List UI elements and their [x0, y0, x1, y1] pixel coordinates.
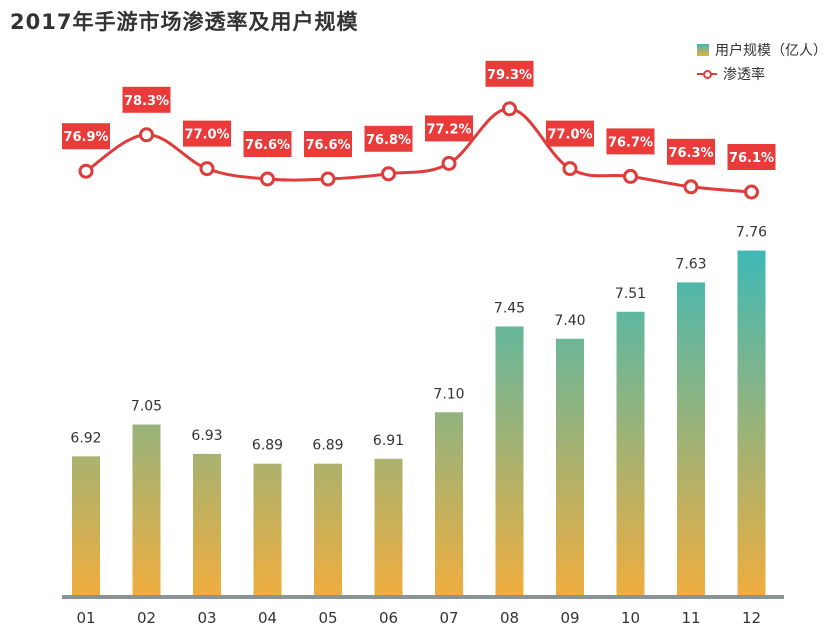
rate-point-03 [199, 161, 215, 177]
bar-value-label-01: 6.92 [70, 430, 101, 446]
rate-label-box [727, 144, 776, 170]
rate-label-text: 79.3% [487, 68, 532, 83]
rate-label-box [606, 128, 655, 155]
bar-value-labels-group: 6.92 7.05 6.93 6.89 6.89 6.91 7.10 7.45 7.40 7.51… [70, 225, 767, 454]
x-tick-label-03: 03 [197, 609, 216, 627]
bar-value-label-07: 7.10 [433, 386, 464, 402]
x-tick-label-05: 05 [318, 609, 337, 627]
legend-label-users: 用户规模（亿人） [715, 43, 827, 59]
x-tick-label-02: 02 [137, 609, 156, 627]
x-axis-group: 01 02 03 04 05 06 07 08 09 10 11 12 [62, 595, 784, 627]
rate-label-text: 76.9% [63, 130, 108, 145]
rate-label-text: 76.3% [668, 146, 713, 161]
bar-value-label-04: 6.89 [252, 438, 283, 454]
bar-06 [374, 458, 403, 596]
x-tick-label-01: 01 [76, 609, 95, 627]
rate-label-12: 76.1% [727, 144, 776, 170]
rate-label-text: 78.3% [124, 94, 169, 109]
bar-01 [72, 456, 100, 596]
rate-label-11: 76.3% [667, 138, 715, 165]
rate-label-05: 76.6% [304, 131, 352, 157]
x-tick-label-08: 08 [500, 609, 519, 627]
bar-07 [435, 412, 463, 596]
rate-label-08: 79.3% [485, 60, 534, 87]
legend-label-rate: 渗透率 [723, 67, 765, 83]
rate-label-box [243, 131, 292, 157]
bar-value-label-09: 7.40 [554, 313, 585, 329]
rate-label-06: 76.8% [364, 125, 413, 152]
x-tick-label-04: 04 [258, 609, 277, 627]
rate-point-12 [744, 184, 759, 200]
rate-label-04: 76.6% [243, 131, 292, 157]
bar-10 [616, 311, 645, 596]
rate-label-text: 76.1% [729, 151, 774, 166]
legend-bar-swatch-icon [697, 44, 709, 56]
bar-08 [495, 326, 524, 596]
bar-value-label-02: 7.05 [131, 399, 162, 415]
bar-value-label-06: 6.91 [373, 433, 404, 449]
rate-label-box [364, 125, 413, 152]
x-tick-label-12: 12 [742, 609, 761, 627]
rate-label-box [304, 131, 352, 157]
x-tick-label-06: 06 [379, 609, 398, 627]
rate-point-06 [381, 166, 396, 182]
bar-04 [253, 463, 282, 596]
rate-label-10: 76.7% [606, 128, 655, 155]
rate-label-box [485, 60, 534, 87]
rate-label-07: 77.2% [425, 115, 473, 142]
x-tick-label-10: 10 [621, 609, 640, 627]
rate-point-10 [623, 168, 638, 184]
rate-label-03: 77.0% [183, 120, 231, 147]
x-tick-label-09: 09 [560, 609, 579, 627]
rate-label-text: 77.0% [184, 128, 229, 143]
rate-label-text: 77.2% [426, 122, 471, 137]
rate-label-text: 76.8% [366, 133, 411, 148]
bar-value-label-12: 7.76 [736, 225, 767, 241]
bar-value-label-03: 6.93 [191, 428, 222, 444]
legend: 用户规模（亿人） 渗透率 [697, 38, 827, 86]
rate-label-box [62, 123, 110, 150]
bar-value-label-08: 7.45 [494, 301, 525, 317]
rate-label-box [667, 138, 715, 165]
rate-label-box [183, 120, 231, 147]
rate-labels-group: 76.9% 78.3% 77.0% 76.6% 76.6% 76.8% 77.2% 79.3%… [62, 60, 776, 170]
rate-point-11 [683, 179, 699, 195]
rate-label-text: 77.0% [547, 128, 592, 143]
bar-03 [193, 453, 221, 596]
x-tick-label-11: 11 [681, 609, 700, 627]
rate-point-01 [78, 163, 94, 179]
rate-label-text: 76.7% [608, 135, 653, 150]
bar-12 [737, 250, 766, 597]
bar-value-label-11: 7.63 [675, 256, 706, 272]
bar-05 [314, 463, 342, 596]
rate-point-08 [502, 101, 517, 117]
legend-line-swatch-icon [697, 68, 717, 80]
bars-group [72, 250, 766, 597]
legend-item-rate: 渗透率 [697, 62, 827, 86]
rate-label-text: 76.6% [245, 138, 290, 153]
legend-item-users: 用户规模（亿人） [697, 38, 827, 62]
bar-11 [677, 282, 705, 596]
bar-02 [132, 424, 161, 596]
rate-point-09 [562, 161, 578, 177]
rate-label-box [546, 120, 594, 147]
rate-point-05 [320, 171, 336, 187]
rate-point-07 [441, 155, 457, 171]
bar-value-label-10: 7.51 [615, 286, 646, 302]
x-tick-label-07: 07 [439, 609, 458, 627]
rate-label-01: 76.9% [62, 123, 110, 150]
rate-point-02 [139, 127, 154, 143]
rate-line-group [78, 101, 759, 200]
bar-value-label-05: 6.89 [312, 438, 343, 454]
chart-title: 2017年手游市场渗透率及用户规模 [10, 10, 359, 34]
rate-label-text: 76.6% [305, 138, 350, 153]
rate-point-04 [260, 171, 275, 187]
rate-label-02: 78.3% [122, 86, 171, 113]
rate-label-box [425, 115, 473, 142]
rate-label-box [122, 86, 171, 113]
bar-09 [556, 338, 584, 596]
rate-label-09: 77.0% [546, 120, 594, 147]
